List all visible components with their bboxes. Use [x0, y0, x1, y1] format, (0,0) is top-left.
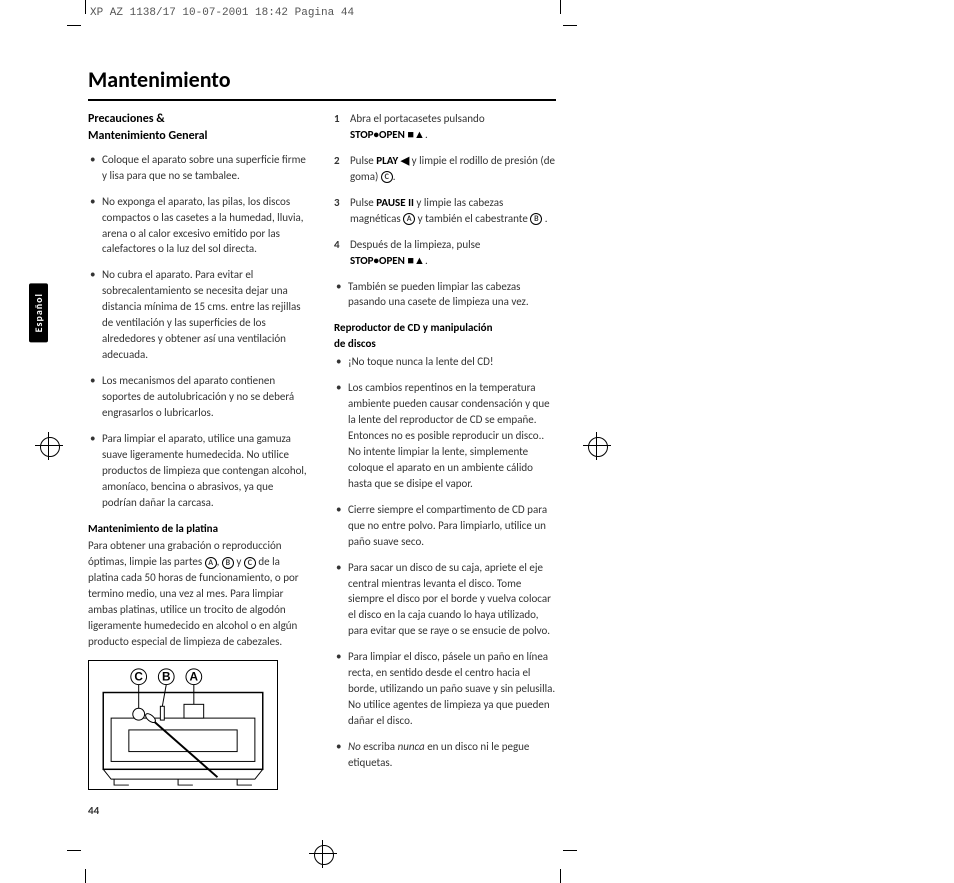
- label-b-icon: B: [222, 557, 234, 569]
- heading-line: de discos: [334, 337, 376, 350]
- button-label: STOP•OPEN ■▲: [350, 128, 425, 141]
- left-column: Precauciones & Mantenimiento General Col…: [88, 111, 310, 790]
- cassette-diagram: C B A: [88, 660, 278, 790]
- precautions-list: Coloque el aparato sobre una superficie …: [88, 152, 310, 511]
- subheading-cd: Reproductor de CD y manipulación de disc…: [334, 320, 556, 352]
- text: Después de la limpieza, pulse: [350, 238, 480, 251]
- svg-text:A: A: [190, 670, 199, 684]
- label-c-icon: C: [244, 557, 256, 569]
- text: de la platina cada 50 horas de funcionam…: [88, 555, 299, 648]
- list-item: No escriba nunca en un disco ni le pegue…: [334, 739, 556, 771]
- list-item: Para limpiar el disco, pásele un paño en…: [334, 649, 556, 729]
- list-item: Los cambios repentinos en la temperatura…: [334, 380, 556, 492]
- text: .: [425, 254, 428, 267]
- list-item: 4 Después de la limpieza, pulse STOP•OPEN…: [334, 237, 556, 269]
- text: escriba: [361, 740, 398, 753]
- button-label: PAUSE II: [376, 196, 414, 209]
- text: Pulse: [350, 154, 376, 167]
- right-column: 1 Abra el portacasetes pulsando STOP•OPEN…: [334, 111, 556, 790]
- list-item: 3Pulse PAUSE II y limpie las cabezas mag…: [334, 195, 556, 227]
- text: Pulse: [350, 196, 376, 209]
- list-item: También se pueden limpiar las cabezas pa…: [334, 279, 556, 311]
- step-number: 4: [334, 237, 340, 253]
- svg-text:C: C: [134, 670, 143, 684]
- text-emphasis: No: [348, 740, 361, 753]
- text: y también el cabestrante: [415, 212, 530, 225]
- text-emphasis: nunca: [398, 740, 425, 753]
- heading-line: Mantenimiento General: [88, 129, 208, 143]
- button-label: PLAY ◀: [376, 154, 409, 167]
- label-c-icon: C: [381, 171, 393, 183]
- text: .: [393, 170, 396, 183]
- text: Abra el portacasetes pulsando: [350, 112, 485, 125]
- list-item: ¡No toque nunca la lente del CD!: [334, 354, 556, 370]
- list-item: Cierre siempre el compartimento de CD pa…: [334, 502, 556, 550]
- heading-line: Reproductor de CD y manipulación: [334, 321, 493, 334]
- step-number: 3: [334, 195, 340, 211]
- list-item: No exponga el aparato, las pilas, los di…: [88, 194, 310, 258]
- label-a-icon: A: [403, 213, 415, 225]
- page-title: Mantenimiento: [88, 30, 556, 101]
- list-item: No cubra el aparato. Para evitar el sobr…: [88, 267, 310, 363]
- text: .: [542, 212, 547, 225]
- cd-list: ¡No toque nunca la lente del CD! Los cam…: [334, 354, 556, 771]
- page-content: Mantenimiento Precauciones & Mantenimien…: [88, 30, 556, 790]
- subheading-platina: Mantenimiento de la platina: [88, 521, 310, 537]
- button-label: STOP•OPEN ■▲: [350, 254, 425, 267]
- language-tab: Español: [29, 283, 48, 342]
- steps-list: 1 Abra el portacasetes pulsando STOP•OPEN…: [334, 111, 556, 269]
- list-item: Coloque el aparato sobre una superficie …: [88, 152, 310, 184]
- step-number: 1: [334, 111, 340, 127]
- page-number: 44: [88, 804, 99, 817]
- list-item: Para limpiar el aparato, utilice una gam…: [88, 431, 310, 511]
- step-number: 2: [334, 153, 340, 169]
- label-b-icon: B: [530, 213, 542, 225]
- svg-text:B: B: [162, 670, 171, 684]
- list-item: Los mecanismos del aparato contienen sop…: [88, 373, 310, 421]
- platina-paragraph: Para obtener una grabación o reproducció…: [88, 538, 310, 650]
- section-heading: Precauciones & Mantenimiento General: [88, 111, 310, 146]
- text: .: [425, 128, 428, 141]
- list-item: 1 Abra el portacasetes pulsando STOP•OPEN…: [334, 111, 556, 143]
- crop-header: XP AZ 1138/17 10-07-2001 18:42 Pagina 44: [90, 7, 354, 19]
- note-list: También se pueden limpiar las cabezas pa…: [334, 279, 556, 311]
- list-item: Para sacar un disco de su caja, apriete …: [334, 560, 556, 640]
- label-a-icon: A: [205, 557, 217, 569]
- heading-line: Precauciones &: [88, 112, 165, 126]
- list-item: 2Pulse PLAY ◀ y limpie el rodillo de pre…: [334, 153, 556, 185]
